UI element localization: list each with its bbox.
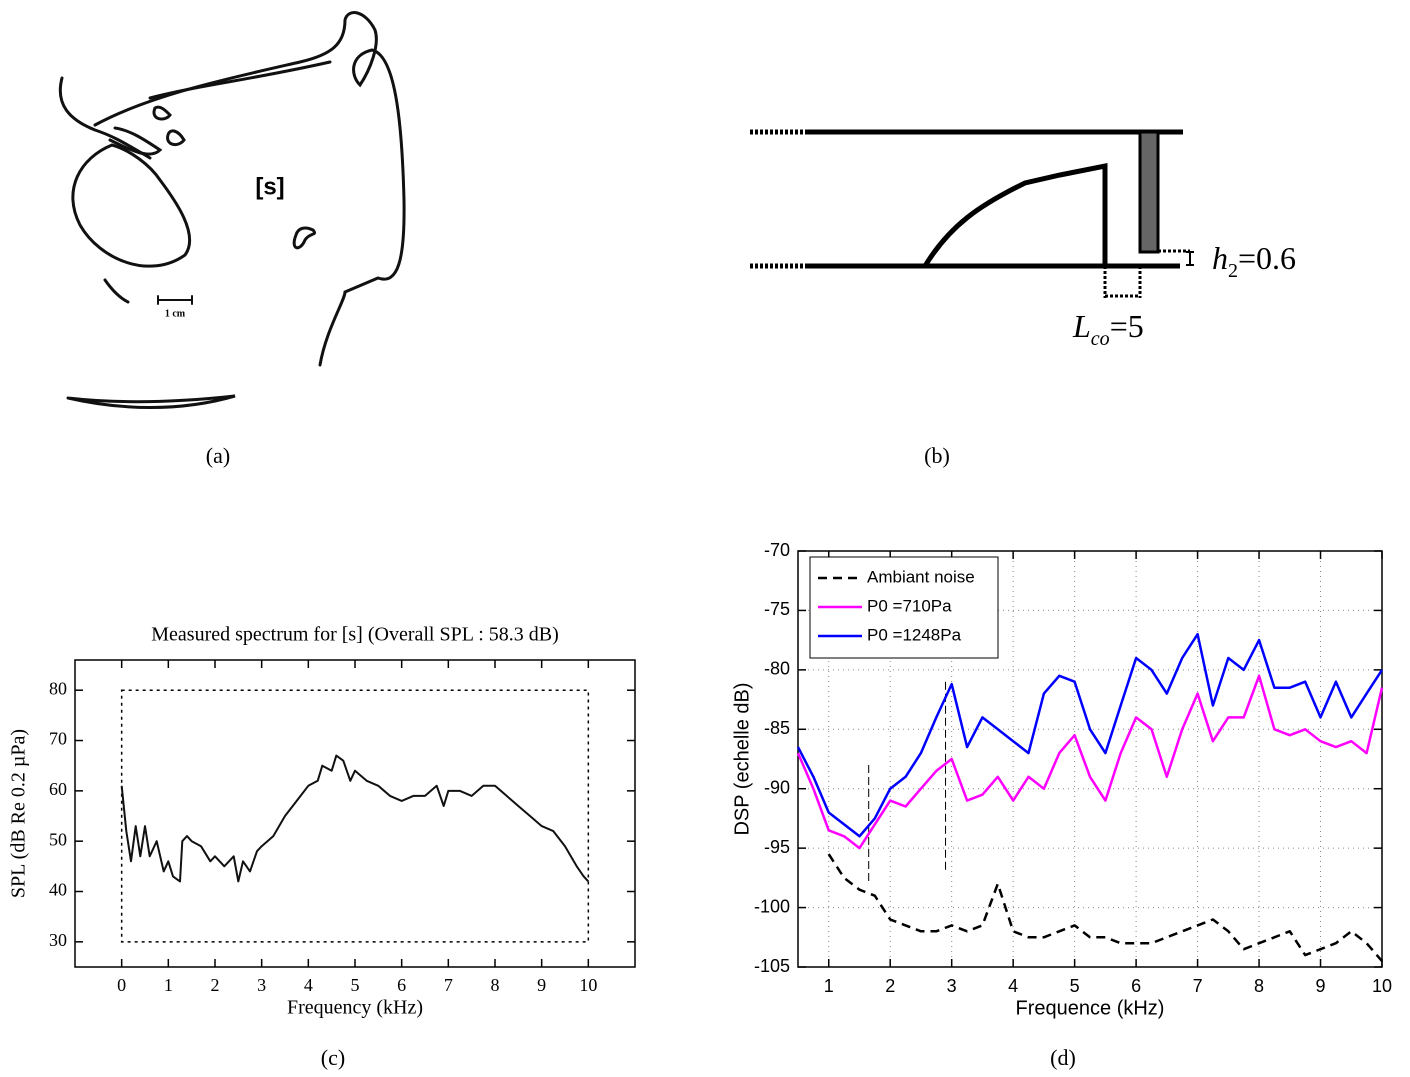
- subscript: co: [1091, 328, 1110, 350]
- sketch-line: [71, 143, 192, 268]
- chart: Measured spectrum for [s] (Overall SPL :…: [8, 624, 636, 1019]
- h-label: h2=0.6: [1212, 240, 1296, 281]
- x-tick-label: 2: [885, 976, 895, 996]
- symbol: h: [1212, 240, 1228, 276]
- x-tick-label: 1: [164, 975, 173, 995]
- scale-bar: [157, 295, 193, 305]
- y-tick-label: -75: [764, 599, 790, 619]
- y-tick-label: 40: [49, 880, 67, 900]
- x-tick-label: 1: [824, 976, 834, 996]
- x-axis-label: Frequency (kHz): [287, 997, 423, 1019]
- length-marker: [1103, 266, 1142, 298]
- series-line: [120, 754, 590, 883]
- x-tick-label: 7: [444, 975, 453, 995]
- caption: (b): [924, 443, 950, 468]
- x-tick-label: 9: [537, 975, 546, 995]
- y-axis-label: SPL (dB Re 0.2 µPa): [8, 729, 30, 898]
- x-tick-label: 6: [397, 975, 406, 995]
- value: =0.6: [1238, 240, 1296, 276]
- obstacle: [922, 162, 1108, 268]
- sketch-line: [103, 278, 130, 304]
- x-tick-label: 4: [1008, 976, 1018, 996]
- x-tick-label: 10: [579, 975, 597, 995]
- scale-label: 1 cm: [165, 308, 186, 319]
- x-tick-label: 3: [947, 976, 957, 996]
- x-tick-label: 6: [1131, 976, 1141, 996]
- vocal-tract-sketch: [58, 11, 406, 409]
- channel-diagram: [750, 129, 1194, 298]
- sketch-line: [108, 126, 163, 156]
- legend-label: P0 =710Pa: [867, 596, 952, 615]
- x-tick-label: 5: [351, 975, 360, 995]
- chart-title: Measured spectrum for [s] (Overall SPL :…: [151, 624, 559, 646]
- chart: 1 2 3 4 5 6 7 8 9 10 -70 -75 -80 -85 -90 -95 -100 -105 Amb…: [731, 540, 1392, 1020]
- value: =5: [1110, 308, 1144, 344]
- teeth: [1138, 130, 1160, 254]
- x-tick-label: 5: [1070, 976, 1080, 996]
- y-tick-label: -105: [754, 956, 790, 976]
- sketch-line: [93, 11, 406, 367]
- x-tick-label: 8: [491, 975, 500, 995]
- sketch-line: [292, 226, 317, 250]
- l-label: Lco=5: [1072, 308, 1144, 349]
- plot-frame: [74, 659, 636, 968]
- caption: (a): [206, 443, 230, 468]
- y-tick-label: -80: [764, 659, 790, 679]
- y-tick-label: -85: [764, 718, 790, 738]
- legend-label: P0 =1248Pa: [867, 625, 962, 644]
- x-tick-label: 7: [1193, 976, 1203, 996]
- x-tick-label: 8: [1254, 976, 1264, 996]
- series-line: [796, 632, 1384, 838]
- x-tick-label: 2: [211, 975, 220, 995]
- y-tick-label: -95: [764, 837, 790, 857]
- y-tick-label: -90: [764, 777, 790, 797]
- x-tick-label: 3: [257, 975, 266, 995]
- x-axis-label: Frequence (kHz): [1016, 997, 1165, 1019]
- y-tick-label: 50: [49, 829, 67, 849]
- y-axis-label: DSP (echelle dB): [731, 682, 753, 835]
- caption: (d): [1050, 1045, 1076, 1070]
- y-tick-label: 70: [49, 729, 67, 749]
- inner-box: [120, 689, 590, 943]
- x-tick-label: 0: [117, 975, 126, 995]
- gap-bracket: [1186, 251, 1194, 266]
- sketch-line: [152, 105, 172, 121]
- symbol: L: [1072, 308, 1091, 344]
- plot-frame: [797, 550, 1383, 968]
- y-tick-label: -70: [764, 540, 790, 560]
- sketch-line: [58, 76, 152, 160]
- subscript: 2: [1228, 260, 1238, 282]
- series-line: [796, 674, 1384, 850]
- sketch-label: [s]: [255, 173, 284, 200]
- legend-label: Ambiant noise: [867, 567, 975, 586]
- series-line: [827, 853, 1383, 962]
- y-tick-label: -100: [754, 896, 790, 916]
- y-tick-label: 80: [49, 678, 67, 698]
- y-tick-label: 60: [49, 779, 67, 799]
- x-tick-label: 10: [1372, 976, 1392, 996]
- sketch-line: [148, 60, 332, 100]
- sketch-line: [166, 129, 186, 147]
- caption: (c): [321, 1045, 345, 1070]
- y-tick-label: 30: [49, 930, 67, 950]
- sketch-line: [66, 394, 236, 409]
- x-tick-label: 9: [1316, 976, 1326, 996]
- x-tick-label: 4: [304, 975, 313, 995]
